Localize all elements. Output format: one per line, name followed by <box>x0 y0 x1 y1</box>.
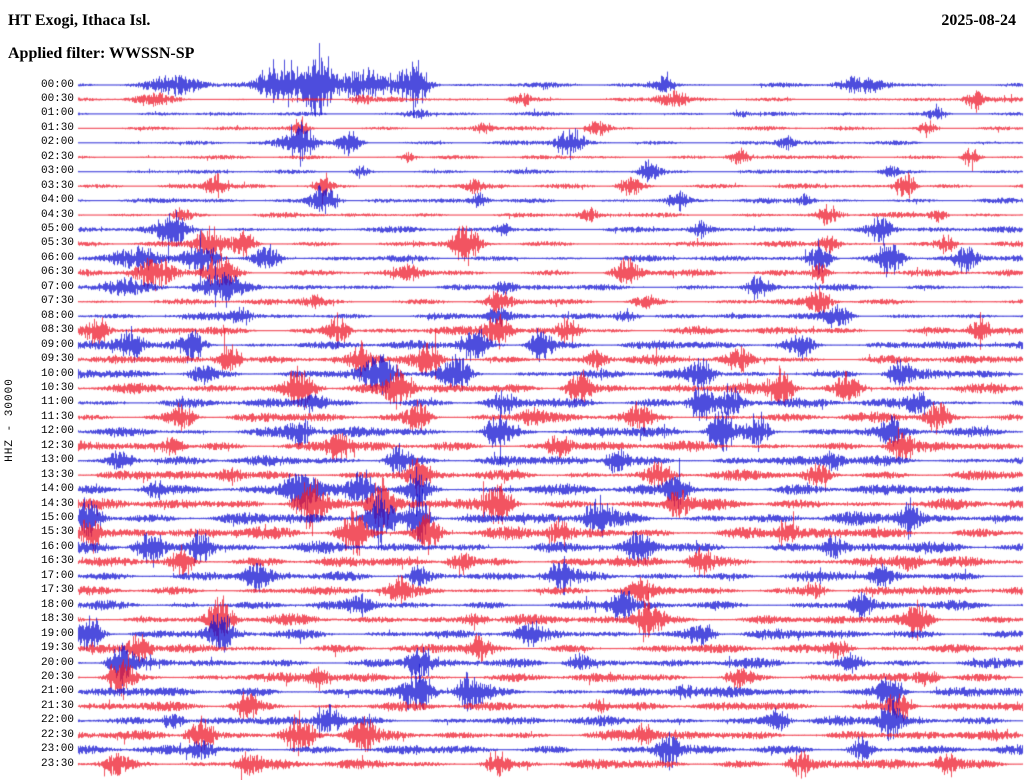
time-label: 06:30 <box>40 266 74 279</box>
time-label: 09:30 <box>40 353 74 366</box>
time-label: 02:00 <box>40 136 74 149</box>
time-label: 18:30 <box>40 613 74 626</box>
time-label: 12:30 <box>40 439 74 452</box>
time-label: 05:30 <box>40 237 74 250</box>
time-label: 19:30 <box>40 642 74 655</box>
time-label: 10:30 <box>40 381 74 394</box>
time-label: 14:30 <box>40 497 74 510</box>
time-label: 04:30 <box>40 208 74 221</box>
time-labels: 00:00 00:30 01:00 01:30 02:00 02:30 03:00 03:30… <box>0 0 76 780</box>
time-label: 07:30 <box>40 295 74 308</box>
time-label: 09:00 <box>40 338 74 351</box>
time-label: 16:30 <box>40 555 74 568</box>
time-label: 05:00 <box>40 223 74 235</box>
time-label: 07:00 <box>40 280 74 293</box>
time-label: 13:30 <box>40 468 74 481</box>
time-label: 19:00 <box>40 627 74 640</box>
time-label: 13:00 <box>40 454 74 467</box>
station-title: HT Exogi, Ithaca Isl. <box>8 12 151 29</box>
time-label: 21:30 <box>40 699 74 712</box>
time-label: 17:00 <box>40 569 74 582</box>
time-label: 02:30 <box>40 150 74 163</box>
time-label: 17:30 <box>40 584 74 597</box>
time-label: 16:00 <box>40 540 74 553</box>
time-label: 12:00 <box>40 425 74 438</box>
time-label: 22:00 <box>40 714 74 727</box>
time-label: 04:00 <box>40 194 74 207</box>
time-label: 11:30 <box>40 410 74 423</box>
time-label: 00:30 <box>40 92 74 105</box>
time-label: 15:30 <box>40 526 74 539</box>
time-label: 03:30 <box>40 179 74 192</box>
time-label: 10:00 <box>40 367 74 380</box>
time-label: 06:00 <box>40 251 74 264</box>
time-label: 20:00 <box>40 656 74 669</box>
time-label: 08:30 <box>40 324 74 337</box>
time-label: 20:30 <box>40 670 74 683</box>
time-label: 01:30 <box>40 121 74 134</box>
time-label: 08:00 <box>40 309 74 322</box>
time-label: 22:30 <box>40 728 74 741</box>
time-label: 18:00 <box>40 598 74 611</box>
time-label: 23:00 <box>40 743 74 756</box>
applied-filter-label: Applied filter: WWSSN-SP <box>8 45 195 62</box>
time-label: 23:30 <box>40 757 74 770</box>
time-label: 14:00 <box>40 483 74 496</box>
time-label: 21:00 <box>40 685 74 698</box>
time-label: 15:00 <box>40 512 74 524</box>
time-label: 11:00 <box>40 396 74 409</box>
time-label: 01:00 <box>40 107 74 120</box>
time-label: 03:00 <box>40 165 74 178</box>
time-label: 00:00 <box>40 78 74 91</box>
record-date: 2025-08-24 <box>941 12 1016 29</box>
